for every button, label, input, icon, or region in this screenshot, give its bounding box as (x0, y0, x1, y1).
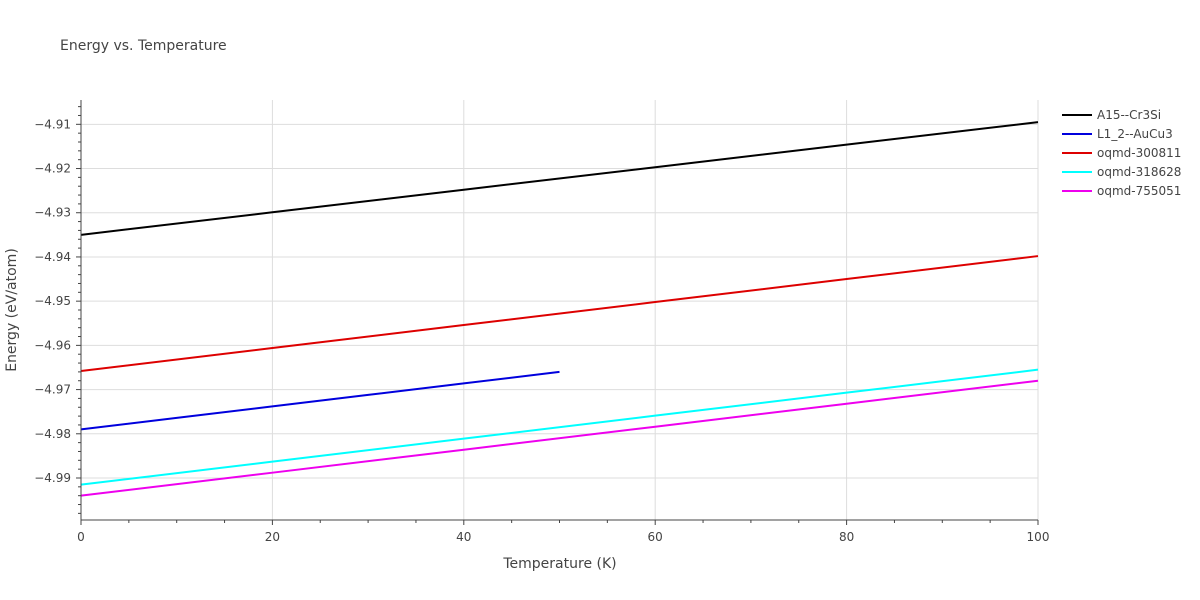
y-tick-label: −4.95 (34, 294, 71, 308)
y-tick-label: −4.92 (34, 162, 71, 176)
x-tick-label: 40 (456, 530, 471, 544)
legend-label: L1_2--AuCu3 (1097, 127, 1173, 141)
y-tick-label: −4.98 (34, 427, 71, 441)
series-line-4 (80, 368, 1039, 486)
x-tick-label: 60 (648, 530, 663, 544)
series-lines (80, 121, 1039, 497)
series-line-1 (80, 121, 1039, 236)
series-line-5 (80, 379, 1039, 497)
y-tick-label: −4.99 (34, 471, 71, 485)
x-tick-label: 0 (77, 530, 85, 544)
series-line-2 (80, 370, 560, 431)
y-axis-title: Energy (eV/atom) (4, 248, 20, 372)
x-tick-label: 100 (1027, 530, 1050, 544)
chart-title: Energy vs. Temperature (60, 38, 227, 54)
y-tick-label: −4.93 (34, 206, 71, 220)
x-tick-label: 20 (265, 530, 280, 544)
y-tick-label: −4.96 (34, 338, 71, 352)
series-line-3 (80, 255, 1039, 373)
legend-label: oqmd-755051 (1097, 184, 1181, 198)
legend-label: oqmd-318628 (1097, 165, 1181, 179)
x-tick-label: 80 (839, 530, 854, 544)
y-tick-label: −4.97 (34, 383, 71, 397)
legend: A15--Cr3Si L1_2--AuCu3 oqmd-300811 oqmd-318… (1062, 108, 1181, 198)
axes: 0 20 40 60 80 100 −4.99 −4.98 −4.97 −4.96 −4.95 −4.… (34, 100, 1049, 544)
y-tick-label: −4.94 (34, 250, 71, 264)
grid-lines (81, 100, 1039, 520)
x-axis-title: Temperature (K) (502, 556, 616, 572)
y-tick-label: −4.91 (34, 117, 71, 131)
legend-label: oqmd-300811 (1097, 146, 1181, 160)
legend-label: A15--Cr3Si (1097, 108, 1161, 122)
